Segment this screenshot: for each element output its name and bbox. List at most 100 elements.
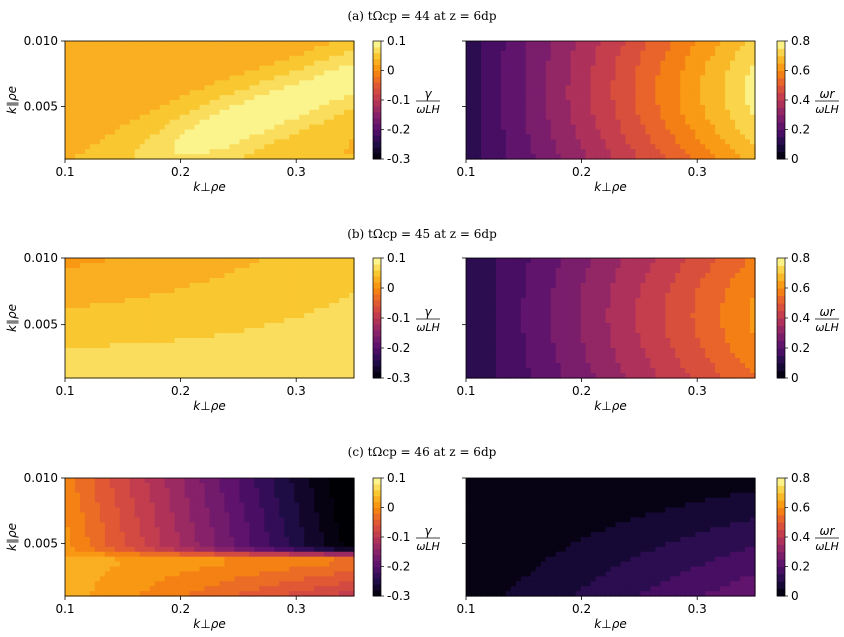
heatmap-cell <box>69 109 76 116</box>
heatmap-cell <box>344 134 350 140</box>
heatmap-cell <box>645 90 651 96</box>
heatmap-cell <box>329 308 335 314</box>
heatmap-cell <box>685 45 691 52</box>
heatmap-cell <box>575 65 582 72</box>
heatmap-cell <box>244 353 250 359</box>
heatmap-cell <box>314 149 320 155</box>
heatmap-cell <box>725 139 731 145</box>
heatmap-cell <box>159 318 166 324</box>
heatmap-cell <box>74 293 81 299</box>
heatmap-cell <box>329 119 335 126</box>
heatmap-cell <box>329 368 335 374</box>
heatmap-cell <box>314 90 320 96</box>
heatmap-cell <box>204 80 211 86</box>
heatmap-cell <box>184 104 191 111</box>
heatmap-cell <box>324 328 330 334</box>
heatmap-cell <box>284 323 290 329</box>
heatmap-cell <box>730 104 736 111</box>
heatmap-cell <box>144 70 151 77</box>
heatmap-cell <box>505 338 512 344</box>
heatmap-cell <box>349 149 355 155</box>
heatmap-cell <box>169 95 176 101</box>
heatmap-cell <box>505 144 512 150</box>
heatmap-cell <box>204 288 211 294</box>
heatmap-cell <box>650 119 656 126</box>
heatmap-cell <box>94 50 101 57</box>
heatmap-cell <box>520 50 527 57</box>
heatmap-cell <box>540 41 547 47</box>
heatmap-cell <box>495 363 502 369</box>
heatmap-cell <box>169 124 176 131</box>
heatmap-cell <box>299 268 305 274</box>
heatmap-cell <box>600 323 607 329</box>
heatmap-cell <box>324 144 330 150</box>
heatmap-cell <box>665 90 671 96</box>
heatmap-cell <box>244 333 250 339</box>
heatmap-cell <box>249 109 255 116</box>
heatmap-cell <box>715 114 721 121</box>
heatmap-cell <box>570 333 577 339</box>
heatmap-cell <box>249 283 255 289</box>
heatmap-cell <box>259 363 265 369</box>
heatmap-cell <box>319 70 325 77</box>
heatmap-cell <box>69 338 76 344</box>
heatmap-cell <box>319 348 325 354</box>
heatmap-cell <box>189 85 196 91</box>
heatmap-cell <box>575 100 582 106</box>
heatmap-cell <box>485 85 492 91</box>
heatmap-cell <box>695 100 701 106</box>
heatmap-cell <box>65 45 71 52</box>
heatmap-cell <box>495 144 502 150</box>
heatmap-cell <box>154 95 161 101</box>
heatmap-cell <box>680 129 686 136</box>
heatmap-cell <box>349 308 355 314</box>
heatmap-cell <box>219 90 226 96</box>
heatmap-cell <box>550 134 557 140</box>
heatmap-cell <box>269 45 275 52</box>
heatmap-cell <box>124 298 131 304</box>
heatmap-cell <box>284 65 290 72</box>
heatmap-cell <box>119 45 126 52</box>
heatmap-cell <box>580 338 587 344</box>
heatmap-cell <box>164 368 171 374</box>
heatmap-cell <box>114 129 121 136</box>
heatmap-cell <box>204 373 211 379</box>
heatmap-cell <box>159 129 166 136</box>
heatmap-cell <box>199 41 206 47</box>
heatmap-cell <box>304 129 310 136</box>
heatmap-cell <box>334 134 340 140</box>
heatmap-cell <box>500 50 507 57</box>
heatmap-cell <box>495 353 502 359</box>
heatmap-cell <box>149 313 156 319</box>
heatmap-cell <box>570 368 577 374</box>
heatmap-cell <box>545 85 552 91</box>
heatmap-cell <box>319 154 325 160</box>
heatmap-cell <box>690 41 696 47</box>
heatmap-cell <box>500 109 507 116</box>
heatmap-cell <box>94 149 101 155</box>
heatmap-cell <box>189 343 196 349</box>
heatmap-cell <box>645 60 651 67</box>
heatmap-cell <box>139 368 146 374</box>
heatmap-cell <box>580 358 587 364</box>
heatmap-cell <box>164 273 171 279</box>
heatmap-cell <box>269 60 275 67</box>
heatmap-cell <box>545 75 552 81</box>
heatmap-cell <box>550 318 557 324</box>
heatmap-cell <box>475 104 482 111</box>
heatmap-cell <box>580 109 587 116</box>
colorbar-segment <box>373 348 381 355</box>
heatmap-cell <box>189 65 196 72</box>
heatmap-cell <box>199 263 206 269</box>
heatmap-cell <box>209 50 216 57</box>
heatmap-cell <box>334 104 340 111</box>
heatmap-cell <box>700 45 706 52</box>
heatmap-cell <box>309 45 315 52</box>
heatmap-cell <box>655 149 661 155</box>
heatmap-cell <box>189 263 196 269</box>
heatmap-cell <box>590 303 597 309</box>
heatmap-cell <box>249 65 255 72</box>
heatmap-cell <box>650 55 656 62</box>
heatmap-cell <box>254 263 260 269</box>
heatmap-cell <box>204 144 211 150</box>
